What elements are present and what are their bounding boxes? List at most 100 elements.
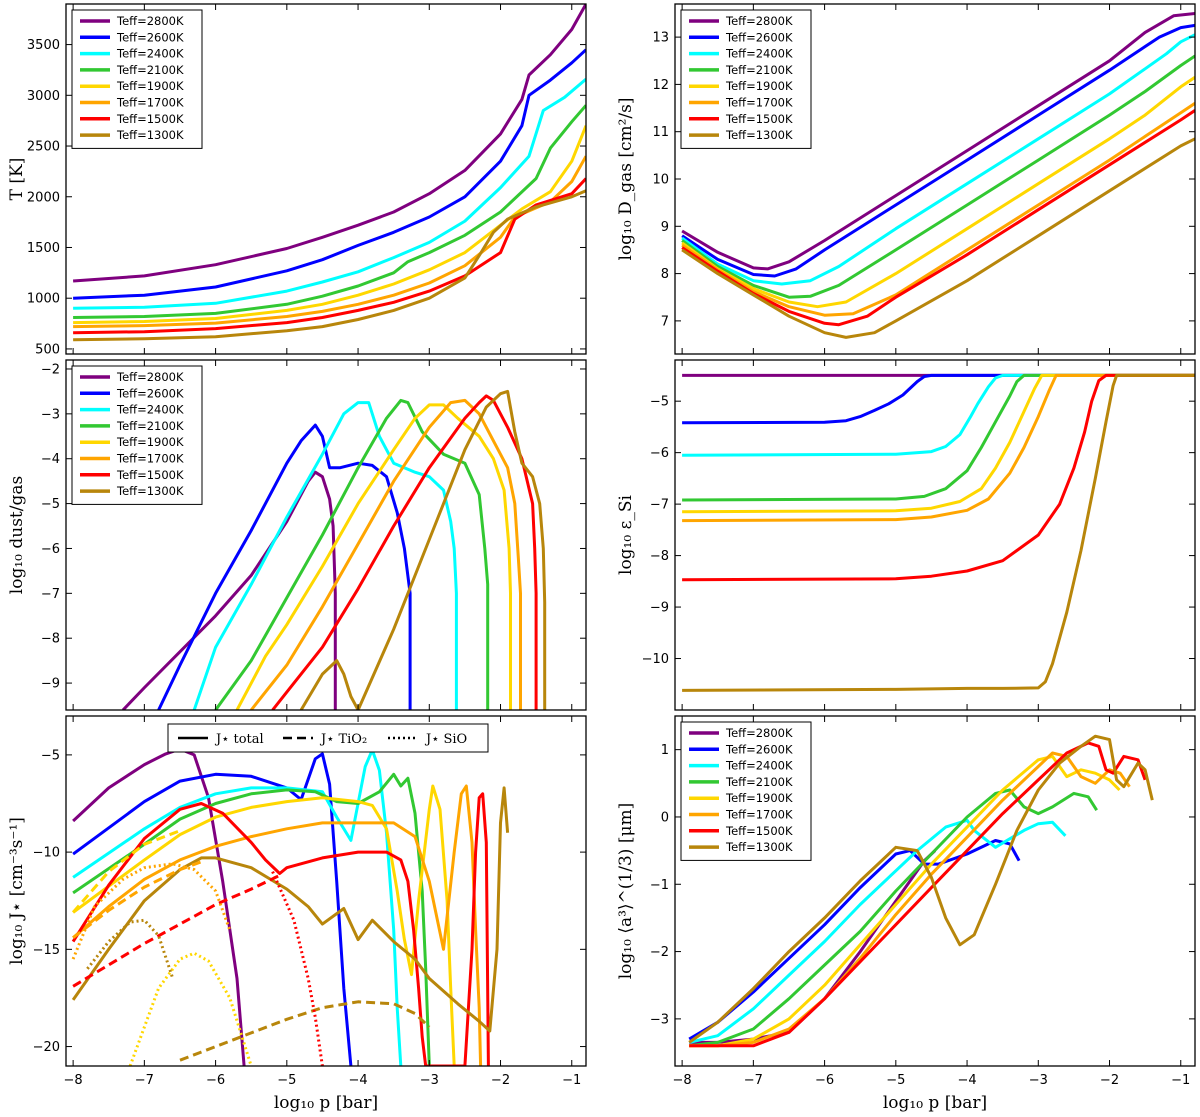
series-line-teff-2600k: [157, 423, 412, 710]
y-tick-label: −5: [41, 748, 60, 763]
panel-mean_grain_size: −8 −7 −6 −5 −4 −3 −2 −1 −3 −2 −1 0 1 log₁₀ ⟨a³⟩^(1/3)…: [616, 715, 1196, 1113]
series-line-teff-1700k: [681, 102, 1195, 317]
series-line-teff-2400k: [681, 33, 1195, 286]
x-tick-label: −6: [815, 1073, 834, 1088]
y-tick-label: −8: [41, 632, 60, 647]
legend-label: Teff=2100K: [116, 63, 184, 77]
y-tick-label: −15: [33, 943, 60, 958]
series-line-teff-1700k-total: [72, 784, 483, 1066]
y-tick-label: 9: [661, 220, 669, 235]
y-tick-label: −7: [41, 587, 60, 602]
x-tick-label: −2: [491, 1073, 510, 1088]
y-tick-label: 10: [652, 173, 669, 188]
y-tick-label: −9: [650, 601, 669, 616]
legend-label: Teff=2400K: [116, 403, 184, 417]
legend-label: Teff=1300K: [725, 128, 793, 142]
legend: Teff=2800K Teff=2600K Teff=2400K Teff=2100K…: [680, 9, 812, 149]
y-tick-label: −20: [33, 1040, 60, 1055]
series-line-teff-1700k: [250, 398, 522, 710]
x-tick-label: −8: [673, 1073, 692, 1088]
y-axis-label: log₁₀ ε_Si: [616, 494, 636, 575]
series-line-teff-1900k-total: [72, 784, 456, 1066]
diffusion-series: [681, 12, 1195, 339]
y-tick-label: −7: [650, 498, 669, 513]
x-tick-label: −7: [135, 1073, 154, 1088]
series-line-teff-1300k-sio: [86, 918, 175, 979]
legend-label: Teff=1500K: [116, 112, 184, 126]
series-line-teff-2100k: [73, 104, 586, 319]
x-tick-label: −1: [562, 1073, 581, 1088]
y-tick-label: −5: [41, 497, 60, 512]
y-axis-label: T [K]: [7, 158, 27, 201]
x-tick-label: −3: [1029, 1073, 1048, 1088]
y-axis-label: log₁₀ D_gas [cm²/s]: [616, 97, 636, 260]
legend: Teff=2800K Teff=2600K Teff=2400K Teff=2100K…: [71, 9, 203, 149]
series-line-teff-2800k: [72, 4, 586, 283]
silicon_abundance-series: [682, 373, 1195, 692]
legend-label: Teff=2100K: [725, 775, 793, 789]
y-tick-label: −8: [650, 549, 669, 564]
y-axis-label: log₁₀ dust/gas: [7, 476, 27, 594]
series-line-teff-1500k-tio2: [72, 874, 281, 988]
series-line-teff-1500k: [682, 373, 1195, 582]
y-tick-label: −3: [41, 407, 60, 422]
legend: Teff=2800K Teff=2600K Teff=2400K Teff=2100K…: [71, 365, 203, 505]
legend-label: J⋆ TiO₂: [319, 732, 367, 747]
legend-label: Teff=2800K: [725, 14, 793, 28]
y-tick-label: −4: [41, 452, 60, 467]
series-line-teff-1500k: [271, 394, 538, 710]
y-tick-label: −5: [650, 395, 669, 410]
y-tick-label: 2000: [27, 190, 60, 205]
series-line-teff-1900k: [235, 403, 512, 710]
x-tick-label: −5: [277, 1073, 296, 1088]
y-tick-label: −2: [41, 362, 60, 377]
y-tick-label: 12: [652, 78, 669, 93]
y-tick-label: −9: [41, 677, 60, 692]
legend-label: Teff=2100K: [725, 63, 793, 77]
legend-label: Teff=2800K: [725, 726, 793, 740]
temperature-series: [72, 4, 586, 342]
x-tick-label: −5: [886, 1073, 905, 1088]
legend-label: Teff=1700K: [725, 808, 793, 822]
plot-frame: [674, 715, 1196, 1067]
panel-silicon_abundance: −10 −9 −8 −7 −6 −5 log₁₀ ε_Si: [616, 359, 1196, 711]
legend-label: Teff=2600K: [725, 742, 793, 756]
series-line-teff-1300k: [73, 189, 586, 342]
legend-label: Teff=1900K: [725, 79, 793, 93]
series-line-teff-2100k: [689, 788, 1098, 1048]
y-tick-label: 3500: [27, 38, 60, 53]
series-line-teff-2400k: [688, 818, 1067, 1044]
series-line-teff-1300k: [299, 389, 547, 710]
series-line-teff-1900k: [681, 76, 1195, 309]
y-tick-label: 1500: [27, 241, 60, 256]
series-line-teff-2100k-total: [72, 772, 431, 1066]
legend-label: Teff=1500K: [725, 824, 793, 838]
series-line-teff-1300k: [681, 137, 1195, 339]
legend-label: Teff=1500K: [116, 468, 184, 482]
plot-frame: [674, 359, 1196, 711]
y-tick-label: 7: [661, 314, 669, 329]
series-line-teff-2400k: [682, 373, 1195, 457]
series-line-teff-2400k: [73, 77, 586, 310]
series-line-teff-1900k: [689, 754, 1121, 1048]
y-tick-label: 11: [652, 125, 669, 140]
x-tick-label: −1: [1171, 1073, 1190, 1088]
mean_grain_size-series: [688, 734, 1154, 1048]
x-tick-label: −4: [957, 1073, 976, 1088]
y-tick-label: −1: [650, 878, 669, 893]
legend-label: Teff=1300K: [725, 840, 793, 854]
series-line-teff-2400k: [192, 401, 458, 710]
series-line-teff-1500k-sio: [271, 870, 324, 1066]
y-tick-label: 2500: [27, 140, 60, 155]
legend-label: Teff=1500K: [725, 112, 793, 126]
legend-label: J⋆ total: [214, 732, 264, 747]
series-line-teff-1700k: [682, 373, 1195, 523]
x-axis-label: log₁₀ p [bar]: [274, 1093, 378, 1113]
y-axis-label: log₁₀ ⟨a³⟩^(1/3) [μm]: [616, 803, 636, 980]
series-line-teff-1900k-tio2: [71, 829, 181, 914]
series-line-teff-1300k: [682, 373, 1195, 692]
series-line-teff-2100k: [682, 373, 1195, 502]
series-line-teff-2800k: [121, 470, 337, 710]
y-tick-label: −10: [642, 652, 669, 667]
panel-temperature: 500 1000 1500 2000 2500 3000 3500 T [K] Teff=280…: [7, 3, 587, 357]
